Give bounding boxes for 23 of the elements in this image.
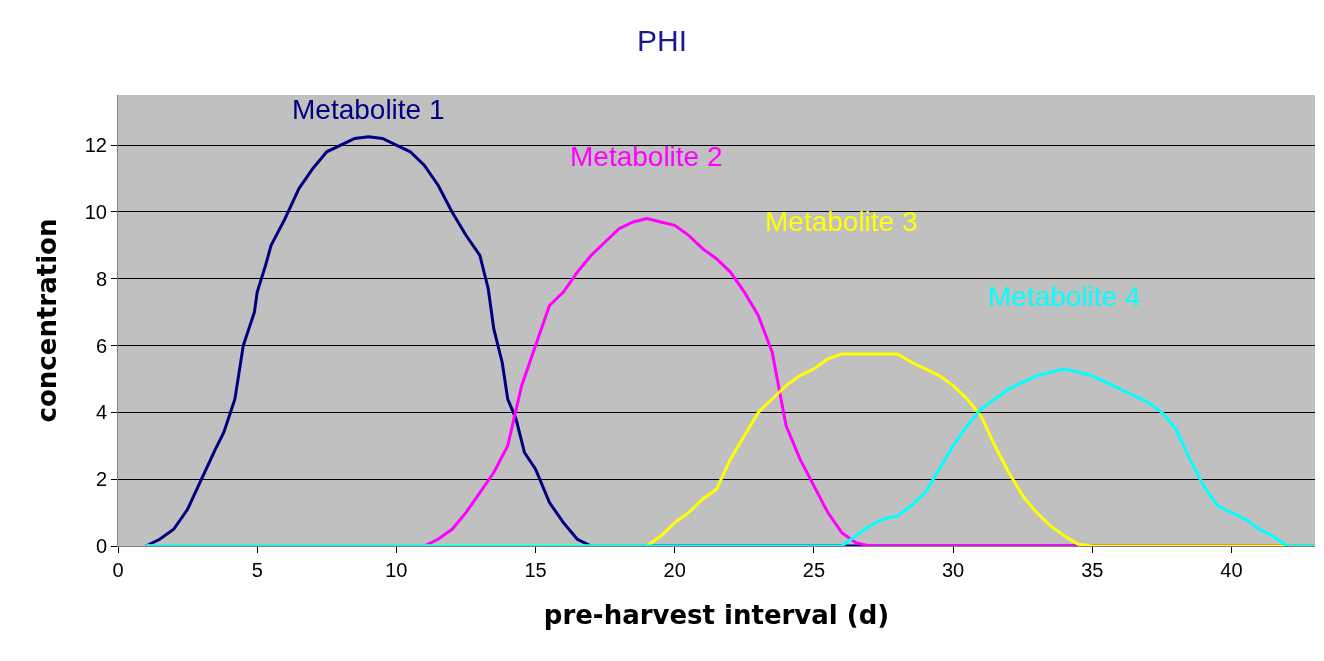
x-axis-title: pre-harvest interval (d)	[543, 599, 890, 630]
x-tick-label: 10	[385, 559, 408, 581]
y-tick-label: 0	[95, 535, 107, 557]
y-tick-label: 12	[84, 134, 107, 157]
x-tick-label: 30	[941, 559, 965, 581]
y-tick-label: 10	[84, 200, 107, 223]
text: Metabolite 4	[988, 281, 1141, 312]
text: Metabolite 3	[765, 206, 918, 237]
x-tick-label: 0	[112, 559, 124, 581]
series-label: Metabolite 1	[292, 94, 445, 125]
y-tick-label: 8	[95, 267, 107, 290]
x-tick-label: 20	[663, 559, 686, 581]
y-tick-label: 6	[95, 334, 107, 357]
chart-title: PHI	[636, 23, 688, 57]
x-tick-label: 5	[251, 559, 263, 581]
x-tick-label: 35	[1081, 559, 1104, 581]
x-tick-label: 40	[1220, 559, 1243, 581]
y-tick-label: 2	[95, 468, 107, 491]
y-tick-label: 4	[95, 401, 107, 424]
x-tick-label: 15	[524, 559, 547, 581]
y-axis-title: concentration	[32, 218, 63, 423]
text: Metabolite 2	[570, 141, 723, 172]
x-tick-label: 25	[802, 559, 826, 581]
